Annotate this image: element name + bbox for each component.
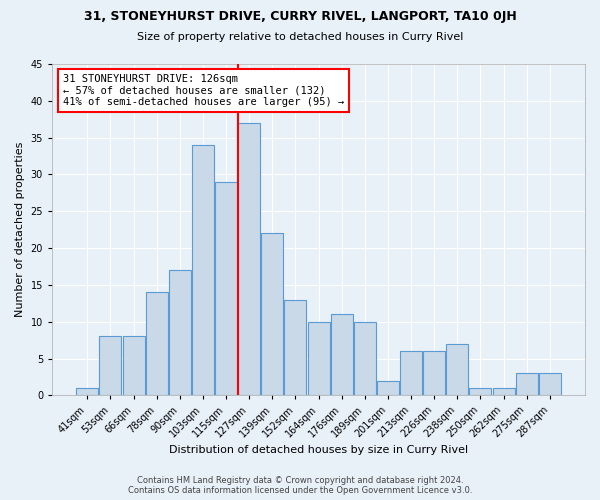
Bar <box>539 374 561 396</box>
Bar <box>423 351 445 396</box>
Bar <box>469 388 491 396</box>
Y-axis label: Number of detached properties: Number of detached properties <box>15 142 25 318</box>
Text: 31 STONEYHURST DRIVE: 126sqm
← 57% of detached houses are smaller (132)
41% of s: 31 STONEYHURST DRIVE: 126sqm ← 57% of de… <box>63 74 344 107</box>
Text: Size of property relative to detached houses in Curry Rivel: Size of property relative to detached ho… <box>137 32 463 42</box>
Bar <box>493 388 515 396</box>
Bar <box>284 300 307 396</box>
Text: 31, STONEYHURST DRIVE, CURRY RIVEL, LANGPORT, TA10 0JH: 31, STONEYHURST DRIVE, CURRY RIVEL, LANG… <box>83 10 517 23</box>
Bar <box>331 314 353 396</box>
Bar <box>215 182 237 396</box>
Bar <box>238 123 260 396</box>
Bar <box>100 336 121 396</box>
X-axis label: Distribution of detached houses by size in Curry Rivel: Distribution of detached houses by size … <box>169 445 468 455</box>
Bar <box>122 336 145 396</box>
Bar <box>262 234 283 396</box>
Bar <box>308 322 329 396</box>
Bar <box>354 322 376 396</box>
Bar <box>446 344 468 396</box>
Text: Contains HM Land Registry data © Crown copyright and database right 2024.
Contai: Contains HM Land Registry data © Crown c… <box>128 476 472 495</box>
Bar <box>169 270 191 396</box>
Bar <box>146 292 167 396</box>
Bar <box>76 388 98 396</box>
Bar <box>192 145 214 396</box>
Bar <box>515 374 538 396</box>
Bar <box>400 351 422 396</box>
Bar <box>377 380 399 396</box>
